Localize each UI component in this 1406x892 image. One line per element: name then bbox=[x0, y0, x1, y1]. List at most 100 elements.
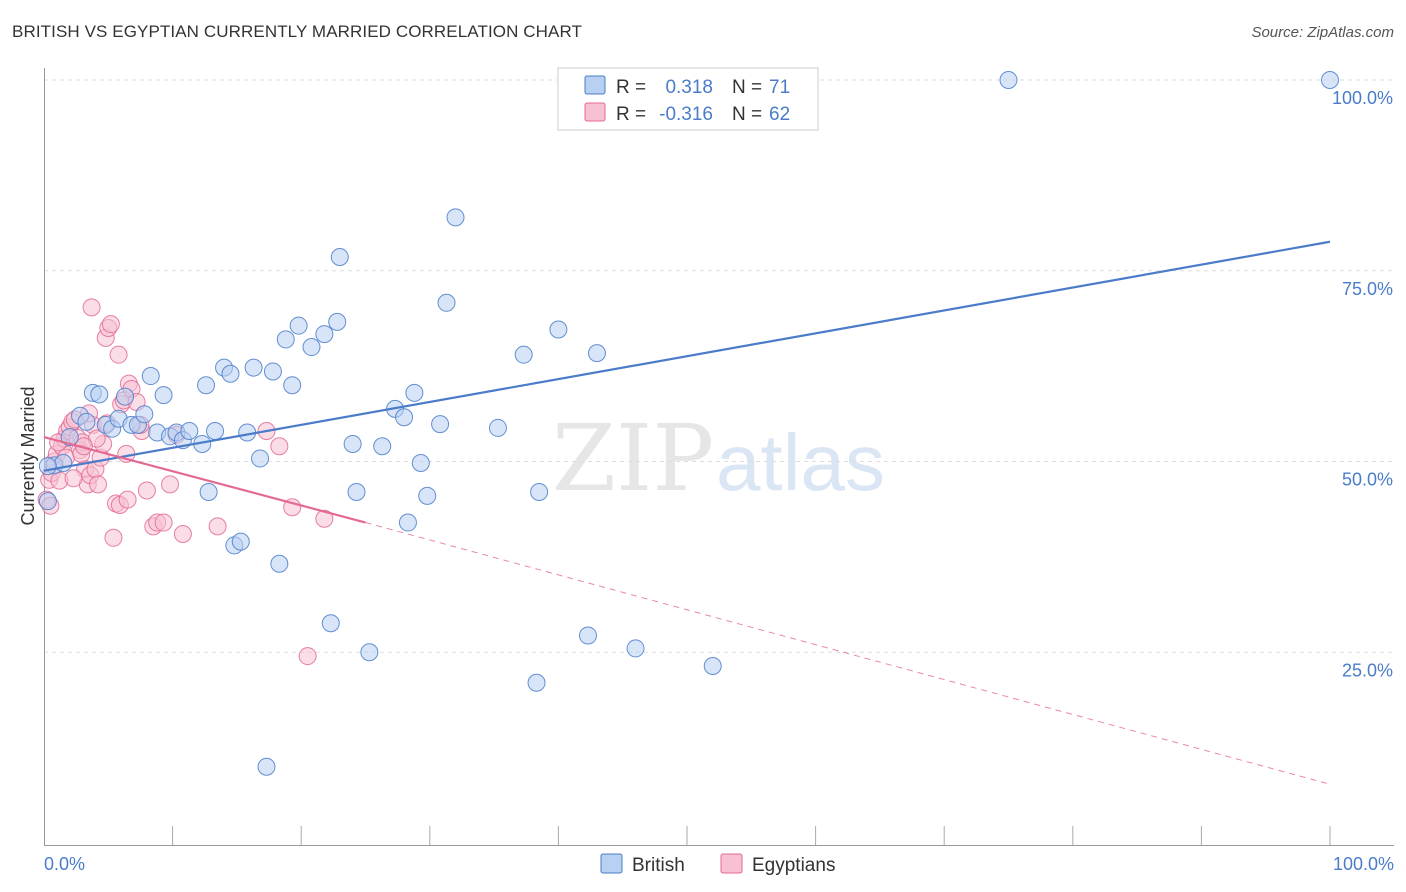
british-point-21 bbox=[180, 421, 199, 440]
watermark-zip: ZIP bbox=[552, 405, 714, 512]
stats-egyptians-n-label: N = bbox=[732, 104, 762, 125]
y-tick-label-3: 25.0% bbox=[1342, 660, 1393, 680]
british-point-54 bbox=[431, 415, 450, 434]
british-point-25 bbox=[206, 421, 225, 440]
egyptians-trend-line bbox=[43, 436, 366, 524]
british-point-3 bbox=[60, 428, 79, 447]
stats-legend: R = 0.318 N = 71 R = -0.316 N = 62 bbox=[557, 67, 819, 131]
british-point-43 bbox=[330, 248, 349, 267]
egyptians-point-49 bbox=[82, 298, 101, 317]
legend-swatch-british bbox=[600, 853, 623, 874]
trend-lines bbox=[43, 240, 1331, 785]
british-point-23 bbox=[197, 376, 216, 395]
stats-british-r-label: R = bbox=[616, 77, 646, 98]
british-point-70 bbox=[38, 457, 57, 476]
legend-swatch-egyptians bbox=[720, 853, 743, 874]
stats-legend-swatch-british bbox=[584, 75, 606, 95]
british-point-41 bbox=[321, 614, 340, 633]
stats-egyptians-n-value: 62 bbox=[769, 104, 790, 125]
british-point-42 bbox=[328, 312, 347, 331]
egyptians-point-40 bbox=[161, 475, 180, 494]
british-point-40 bbox=[315, 325, 334, 344]
egyptians-point-28 bbox=[109, 345, 128, 364]
british-point-32 bbox=[251, 449, 270, 468]
british-point-27 bbox=[221, 364, 240, 383]
british-point-11 bbox=[116, 387, 135, 406]
british-point-56 bbox=[446, 208, 465, 227]
egyptians-point-59 bbox=[118, 490, 137, 509]
y-tick-label-0: 100.0% bbox=[1332, 88, 1393, 108]
british-point-24 bbox=[199, 483, 218, 502]
stats-egyptians-r-value: -0.316 bbox=[659, 104, 713, 125]
egyptians-point-25 bbox=[101, 315, 120, 334]
x-tick-label-left: 0.0% bbox=[44, 854, 85, 874]
british-point-38 bbox=[289, 316, 308, 335]
stats-legend-swatch-egyptians bbox=[584, 102, 606, 122]
watermark: ZIP atlas bbox=[552, 405, 885, 512]
watermark-atlas: atlas bbox=[716, 418, 885, 507]
stats-british-n-value: 71 bbox=[769, 77, 790, 98]
british-point-15 bbox=[141, 367, 160, 386]
british-points bbox=[38, 71, 1339, 776]
british-point-55 bbox=[437, 293, 456, 312]
y-tick-label-1: 75.0% bbox=[1342, 279, 1393, 299]
british-point-53 bbox=[418, 486, 437, 505]
british-point-14 bbox=[135, 405, 154, 424]
british-point-63 bbox=[587, 344, 606, 363]
british-point-68 bbox=[999, 71, 1018, 89]
british-point-50 bbox=[398, 513, 417, 532]
egyptians-point-42 bbox=[173, 524, 192, 543]
y-tick-labels: 100.0% 75.0% 50.0% 25.0% bbox=[1332, 88, 1393, 680]
british-point-61 bbox=[549, 320, 568, 339]
stats-british-r-value: 0.318 bbox=[665, 77, 713, 98]
british-point-57 bbox=[488, 418, 507, 437]
egyptians-points bbox=[37, 298, 334, 666]
egyptians-point-53 bbox=[64, 469, 83, 488]
british-point-46 bbox=[360, 643, 379, 662]
british-point-59 bbox=[527, 673, 546, 692]
british-point-37 bbox=[283, 376, 302, 395]
british-point-7 bbox=[90, 385, 109, 404]
british-point-67 bbox=[703, 656, 722, 675]
british-point-35 bbox=[270, 554, 289, 573]
british-point-51 bbox=[405, 383, 424, 402]
y-axis-title: Currently Married bbox=[18, 386, 38, 525]
egyptians-point-43 bbox=[208, 517, 227, 536]
british-point-0 bbox=[38, 492, 57, 511]
legend-label-egyptians: Egyptians bbox=[752, 855, 835, 876]
british-point-60 bbox=[530, 483, 549, 502]
source-label: Source: ZipAtlas.com bbox=[1251, 24, 1394, 41]
british-point-17 bbox=[154, 386, 173, 405]
egyptians-point-39 bbox=[154, 513, 173, 532]
y-tick-label-2: 50.0% bbox=[1342, 470, 1393, 490]
egyptians-point-36 bbox=[137, 481, 156, 500]
british-point-64 bbox=[626, 639, 645, 658]
british-point-31 bbox=[244, 358, 263, 377]
british-point-47 bbox=[373, 437, 392, 456]
egyptians-trend-extension bbox=[365, 522, 1331, 785]
british-point-49 bbox=[395, 408, 414, 427]
stats-egyptians-r-label: R = bbox=[616, 104, 646, 125]
egyptians-point-20 bbox=[89, 475, 108, 494]
british-point-62 bbox=[578, 626, 597, 645]
series-legend: British Egyptians bbox=[600, 853, 835, 876]
british-point-45 bbox=[347, 483, 366, 502]
egyptians-point-45 bbox=[270, 437, 289, 456]
british-point-44 bbox=[343, 434, 362, 453]
british-point-33 bbox=[257, 757, 276, 776]
x-tick-label-right: 100.0% bbox=[1333, 854, 1394, 874]
british-point-58 bbox=[514, 345, 533, 364]
british-trend-line bbox=[43, 240, 1331, 472]
british-point-52 bbox=[411, 454, 430, 473]
british-point-5 bbox=[77, 412, 96, 431]
british-point-69 bbox=[1321, 71, 1339, 89]
british-point-34 bbox=[263, 362, 282, 381]
british-point-29 bbox=[231, 532, 250, 551]
chart-title: BRITISH VS EGYPTIAN CURRENTLY MARRIED CO… bbox=[12, 22, 583, 41]
british-point-36 bbox=[276, 330, 295, 349]
x-ticks bbox=[172, 826, 1331, 845]
egyptians-point-26 bbox=[104, 528, 123, 547]
egyptians-point-47 bbox=[298, 647, 317, 666]
axes bbox=[44, 68, 1394, 846]
